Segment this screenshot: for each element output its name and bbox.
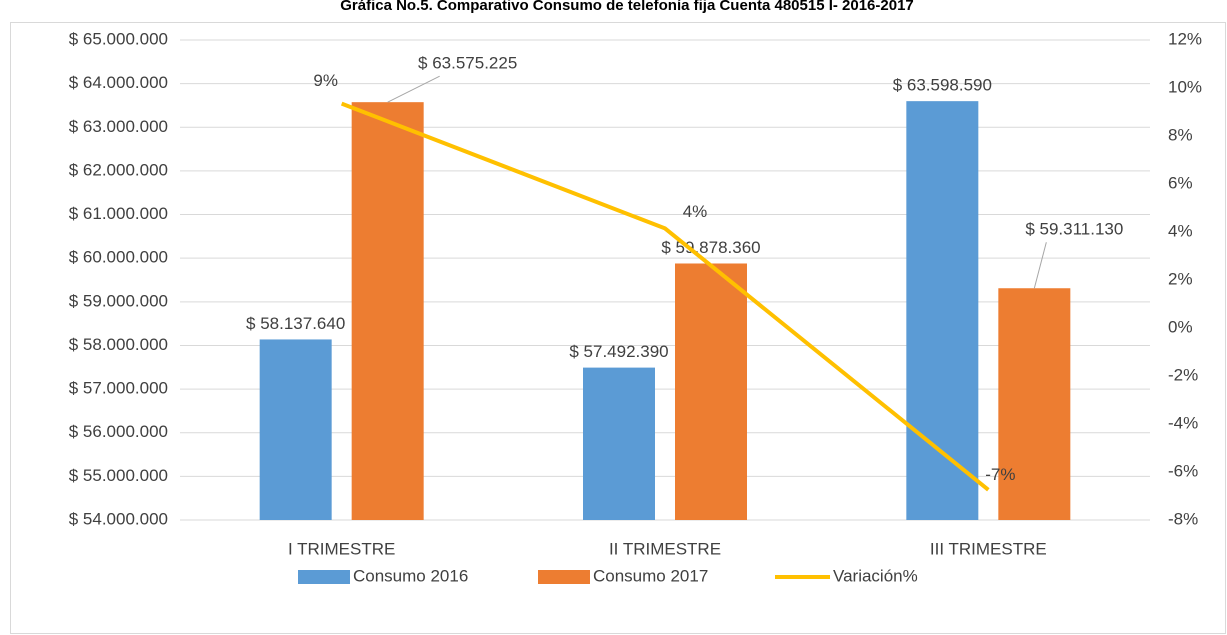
chart-title: Gráfica No.5. Comparativo Consumo de tel… <box>340 0 914 14</box>
y2-tick-label: -2% <box>1168 365 1198 384</box>
leader-line <box>1033 242 1047 289</box>
bar <box>998 288 1071 520</box>
y2-tick-label: 4% <box>1168 221 1193 240</box>
data-label: $ 57.492.390 <box>569 342 668 361</box>
bar <box>675 263 747 520</box>
data-label: -7% <box>985 465 1015 484</box>
y-tick-label: $ 57.000.000 <box>69 379 168 398</box>
y-tick-label: $ 65.000.000 <box>69 29 168 48</box>
data-label: $ 59.311.130 <box>1025 220 1123 239</box>
y2-tick-label: 0% <box>1168 317 1193 336</box>
bar <box>351 102 424 520</box>
data-label: $ 63.598.590 <box>893 76 992 95</box>
y-tick-label: $ 60.000.000 <box>69 248 168 267</box>
y-tick-label: $ 59.000.000 <box>69 291 168 310</box>
x-tick-label: III TRIMESTRE <box>930 539 1047 558</box>
leader-line <box>387 75 440 103</box>
data-label: 4% <box>683 202 708 221</box>
x-tick-label: II TRIMESTRE <box>609 539 721 558</box>
data-label: $ 59.878.360 <box>661 238 760 257</box>
y2-tick-label: -8% <box>1168 509 1198 528</box>
y-tick-label: $ 64.000.000 <box>69 73 168 92</box>
bar <box>259 339 332 520</box>
legend-label: Consumo 2017 <box>593 566 708 585</box>
legend-swatch <box>298 570 350 584</box>
legend-swatch <box>538 570 590 584</box>
y-tick-label: $ 56.000.000 <box>69 422 168 441</box>
y2-tick-label: 10% <box>1168 77 1202 96</box>
legend-label: Consumo 2016 <box>353 566 468 585</box>
line <box>340 101 990 492</box>
y2-tick-label: 12% <box>1168 29 1202 48</box>
y2-tick-label: 8% <box>1168 125 1193 144</box>
y-tick-label: $ 62.000.000 <box>69 160 168 179</box>
y-tick-label: $ 63.000.000 <box>69 117 168 136</box>
y-tick-label: $ 61.000.000 <box>69 204 168 223</box>
y-tick-label: $ 54.000.000 <box>69 509 168 528</box>
y2-tick-label: -6% <box>1168 461 1198 480</box>
legend-label: Variación% <box>833 566 918 585</box>
x-tick-label: I TRIMESTRE <box>288 539 395 558</box>
data-label: $ 63.575.225 <box>418 54 517 73</box>
data-label: 9% <box>313 71 338 90</box>
y-tick-label: $ 55.000.000 <box>69 466 168 485</box>
bar <box>583 367 655 520</box>
y-tick-label: $ 58.000.000 <box>69 335 168 354</box>
y2-tick-label: -4% <box>1168 413 1198 432</box>
data-label: $ 58.137.640 <box>246 314 345 333</box>
y2-tick-label: 6% <box>1168 173 1193 192</box>
bar <box>906 101 979 520</box>
y2-tick-label: 2% <box>1168 269 1193 288</box>
